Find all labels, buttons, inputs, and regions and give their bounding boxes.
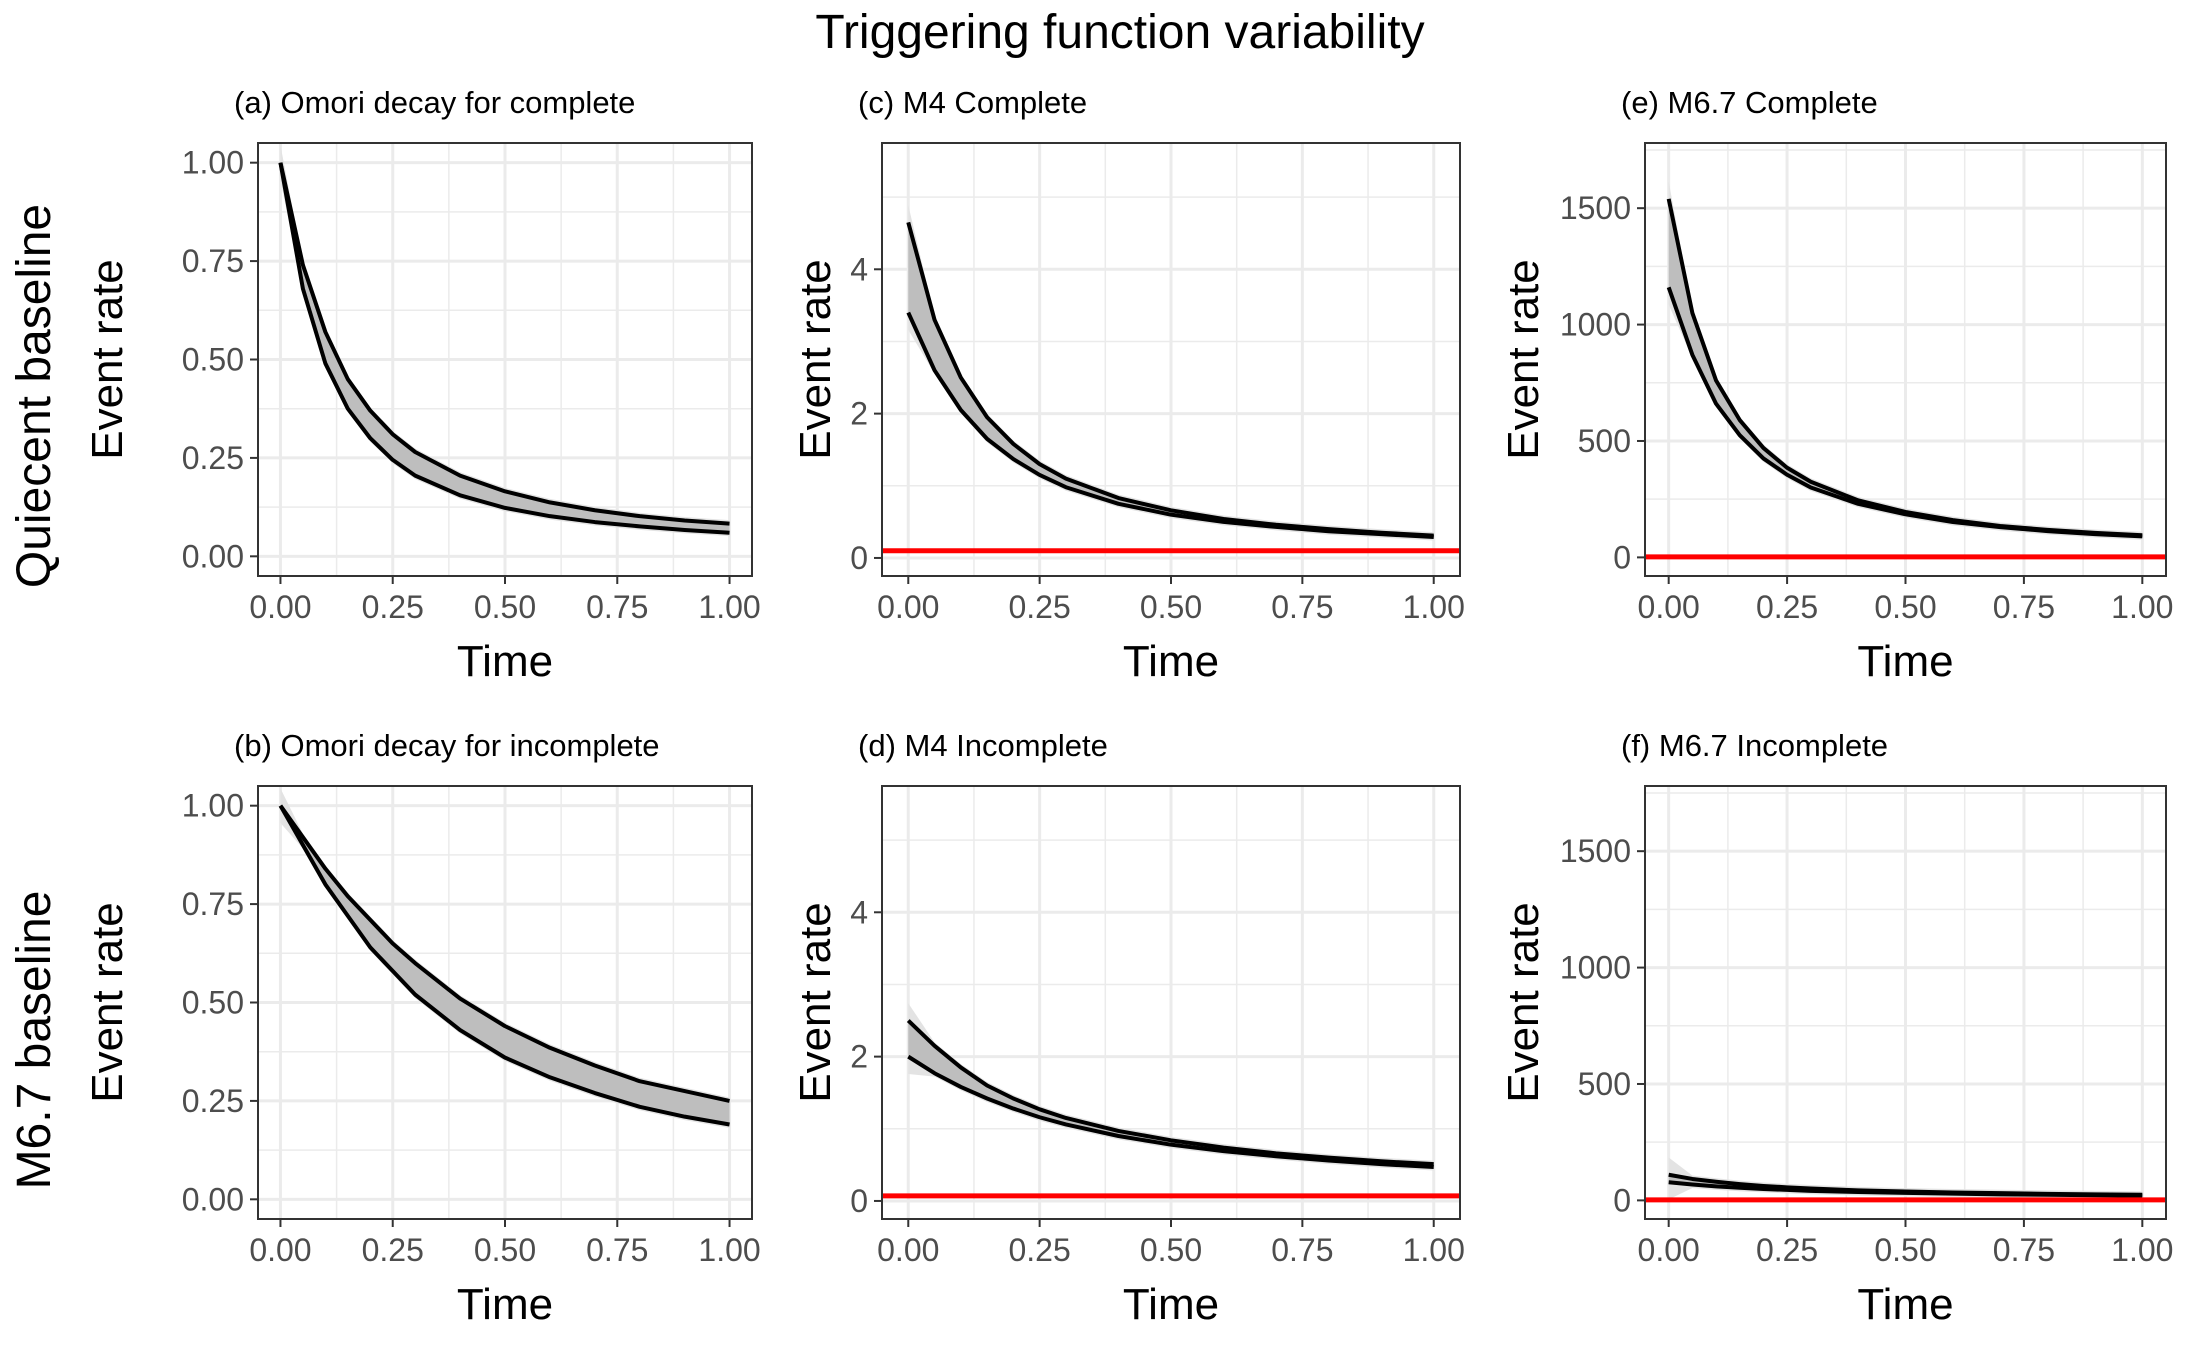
x-axis-label: Time <box>1123 1280 1219 1329</box>
x-tick-label: 0.25 <box>1756 589 1818 625</box>
x-tick-label: 0.75 <box>586 589 648 625</box>
lower-line <box>907 1054 1434 1170</box>
panels: 0.00 0.25 0.50 0.75 1.00 0.00 0.25 0.50 0.75 1.00… <box>83 85 2173 1329</box>
lower-line <box>906 311 1434 540</box>
panel-b: 0.00 0.25 0.50 0.75 1.00 0.00 0.25 0.50 0.75 1.00… <box>83 728 761 1329</box>
x-tick-label: 0.25 <box>1756 1232 1818 1268</box>
panel-e: 0.00 0.25 0.50 0.75 1.00 0 500 1000 1500 (e) M6.7… <box>1499 85 2173 686</box>
y-tick-label: 0.00 <box>182 538 244 574</box>
y-tick-label: 0.50 <box>182 985 244 1021</box>
x-tick-label: 0.00 <box>1638 1232 1700 1268</box>
x-tick-label: 1.00 <box>2111 1232 2173 1268</box>
y-tick-label: 0.50 <box>182 342 244 378</box>
upper-line <box>906 221 1434 538</box>
y-tick-label: 1500 <box>1560 833 1631 869</box>
y-tick-label: 0.25 <box>182 1083 244 1119</box>
x-axis-label: Time <box>1857 1280 1953 1329</box>
panel-title: (f) M6.7 Incomplete <box>1621 728 1888 763</box>
x-axis-label: Time <box>457 637 553 686</box>
y-tick-label: 500 <box>1578 423 1631 459</box>
panel-title: (c) M4 Complete <box>858 85 1087 120</box>
lower-line <box>1668 1180 2143 1198</box>
y-tick-label: 4 <box>850 251 868 287</box>
y-axis-label: Event rate <box>83 902 132 1103</box>
y-tick-label: 0 <box>850 1183 868 1219</box>
x-tick-label: 0.00 <box>877 1232 939 1268</box>
y-tick-label: 0 <box>1613 1182 1631 1218</box>
figure-title: Triggering function variability <box>815 6 1424 59</box>
y-tick-label: 4 <box>850 894 868 930</box>
x-tick-label: 0.75 <box>1993 1232 2055 1268</box>
panel-title: (a) Omori decay for complete <box>234 85 635 120</box>
x-tick-label: 0.75 <box>1271 1232 1333 1268</box>
uncertainty-band <box>280 162 730 533</box>
y-tick-label: 1.00 <box>182 788 244 824</box>
y-tick-label: 1000 <box>1560 307 1631 343</box>
panel-d: 0.00 0.25 0.50 0.75 1.00 0 2 4 (d) M4 Incomplete… <box>791 728 1465 1329</box>
panel-c: 0.00 0.25 0.50 0.75 1.00 0 2 4 (c) M4 Complete Ti… <box>791 85 1465 686</box>
panel-f: 0.00 0.25 0.50 0.75 1.00 0 500 1000 1500 (f) M6.7… <box>1499 728 2173 1329</box>
lower-line <box>1666 286 2143 539</box>
y-tick-label: 2 <box>850 396 868 432</box>
x-tick-label: 0.50 <box>1874 589 1936 625</box>
x-tick-label: 0.25 <box>362 589 424 625</box>
y-axis-label: Event rate <box>83 259 132 460</box>
x-tick-label: 0.25 <box>362 1232 424 1268</box>
x-tick-label: 0.50 <box>1140 1232 1202 1268</box>
y-tick-label: 0.75 <box>182 243 244 279</box>
x-tick-label: 1.00 <box>1403 589 1465 625</box>
y-tick-label: 0.75 <box>182 886 244 922</box>
x-axis-label: Time <box>1123 637 1219 686</box>
panel-title: (d) M4 Incomplete <box>858 728 1108 763</box>
y-tick-label: 1500 <box>1560 190 1631 226</box>
y-axis-label: Event rate <box>791 259 840 460</box>
y-tick-label: 2 <box>850 1039 868 1075</box>
x-tick-label: 0.00 <box>877 589 939 625</box>
row-label-quiecent: Quiecent baseline <box>8 204 61 588</box>
panel-title: (e) M6.7 Complete <box>1621 85 1878 120</box>
x-tick-label: 0.50 <box>1140 589 1202 625</box>
lower-line <box>278 804 730 1127</box>
upper-line <box>278 162 730 526</box>
y-axis-label: Event rate <box>791 902 840 1103</box>
x-tick-label: 0.50 <box>474 1232 536 1268</box>
x-tick-label: 0.75 <box>586 1232 648 1268</box>
panel-title: (b) Omori decay for incomplete <box>234 728 660 763</box>
x-tick-label: 0.25 <box>1008 1232 1070 1268</box>
row-label-m67: M6.7 baseline <box>8 891 61 1190</box>
y-tick-label: 1.00 <box>182 145 244 181</box>
x-tick-label: 0.00 <box>249 589 311 625</box>
x-axis-label: Time <box>1857 637 1953 686</box>
upper-line <box>906 1019 1434 1167</box>
y-axis-label: Event rate <box>1499 902 1548 1103</box>
x-tick-label: 0.75 <box>1993 589 2055 625</box>
y-tick-label: 1000 <box>1560 950 1631 986</box>
x-tick-label: 0.50 <box>474 589 536 625</box>
y-tick-label: 0 <box>1613 539 1631 575</box>
outer-uncertainty-band <box>908 1003 1434 1171</box>
lower-line <box>278 162 730 535</box>
x-tick-label: 1.00 <box>2111 589 2173 625</box>
x-axis-label: Time <box>457 1280 553 1329</box>
x-tick-label: 1.00 <box>1403 1232 1465 1268</box>
x-tick-label: 0.25 <box>1008 589 1070 625</box>
panel-a: 0.00 0.25 0.50 0.75 1.00 0.00 0.25 0.50 0.75 1.00… <box>83 85 761 686</box>
x-tick-label: 0.00 <box>1638 589 1700 625</box>
x-tick-label: 0.50 <box>1874 1232 1936 1268</box>
upper-line <box>278 804 730 1103</box>
x-tick-label: 0.00 <box>249 1232 311 1268</box>
y-tick-label: 500 <box>1578 1066 1631 1102</box>
y-tick-label: 0.25 <box>182 440 244 476</box>
x-tick-label: 1.00 <box>698 1232 760 1268</box>
y-tick-label: 0 <box>850 540 868 576</box>
y-tick-label: 0.00 <box>182 1181 244 1217</box>
x-tick-label: 1.00 <box>698 589 760 625</box>
y-axis-label: Event rate <box>1499 259 1548 460</box>
x-tick-label: 0.75 <box>1271 589 1333 625</box>
